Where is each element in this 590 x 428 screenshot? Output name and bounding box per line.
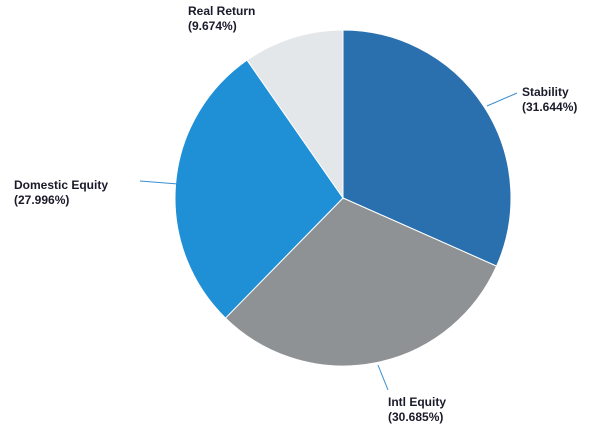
leader-line: [139, 180, 179, 185]
leader-line: [486, 92, 518, 107]
category-label: Intl Equity: [388, 395, 446, 409]
category-label: Domestic Equity: [14, 178, 109, 192]
slice-label: Intl Equity (30.685%): [388, 395, 458, 425]
category-label: Stability: [522, 85, 569, 99]
category-label: Real Return: [188, 4, 256, 18]
leader-line: [377, 364, 389, 391]
value-label: (30.685%): [388, 410, 444, 424]
value-label: (9.674%): [188, 19, 237, 33]
pie-slice: [246, 29, 344, 200]
slice-label: Stability (31.644%): [522, 85, 590, 115]
pie-slice: [342, 29, 512, 267]
pie-slice: [224, 197, 498, 367]
value-label: (27.996%): [14, 193, 70, 207]
slice-label: Domestic Equity (27.996%): [14, 178, 144, 208]
slice-label: Real Return (9.674%): [188, 4, 283, 34]
value-label: (31.644%): [522, 100, 578, 114]
